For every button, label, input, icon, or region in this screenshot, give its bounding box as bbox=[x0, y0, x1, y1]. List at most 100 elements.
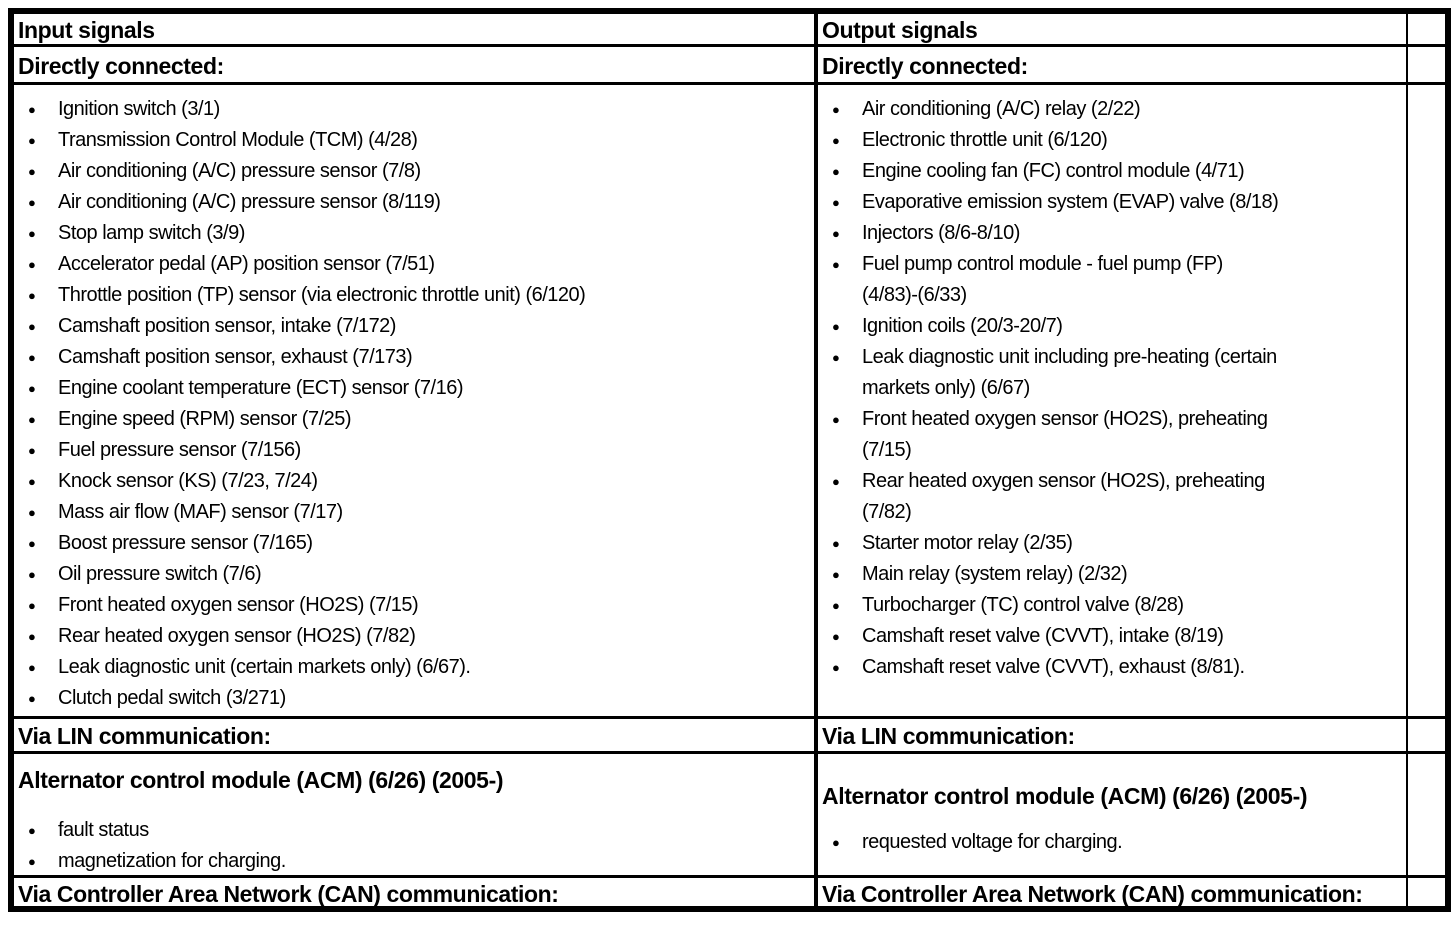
bullet-icon: ● bbox=[28, 350, 36, 365]
list-item: ● Turbocharger (TC) control valve (8/28) bbox=[832, 590, 1402, 621]
bullet-icon: ● bbox=[832, 412, 840, 427]
bullet-icon: ● bbox=[832, 226, 840, 241]
list-item: ● Fuel pump control module - fuel pump (F… bbox=[832, 249, 1402, 311]
input-acm-list: ● fault status ● magnetization for charging… bbox=[14, 793, 814, 877]
input-signals-header-label: Input signals bbox=[18, 17, 155, 43]
list-item-text: Front heated oxygen sensor (HO2S), prehe… bbox=[862, 408, 1268, 461]
bullet-icon: ● bbox=[28, 195, 36, 210]
list-item: ● Camshaft position sensor, exhaust (7/17… bbox=[28, 342, 810, 373]
bullet-icon: ● bbox=[832, 102, 840, 117]
list-item-text: Fuel pressure sensor (7/156) bbox=[58, 439, 301, 461]
list-item: ● Accelerator pedal (AP) position sensor … bbox=[28, 249, 810, 280]
list-item: ● Starter motor relay (2/35) bbox=[832, 528, 1402, 559]
input-directly-connected-title: Directly connected: bbox=[14, 47, 818, 85]
list-item-text: Camshaft position sensor, intake (7/172) bbox=[58, 315, 396, 337]
bullet-icon: ● bbox=[28, 443, 36, 458]
list-item-text: Leak diagnostic unit including pre-heati… bbox=[862, 346, 1277, 399]
list-item-text: Front heated oxygen sensor (HO2S) (7/15) bbox=[58, 594, 419, 616]
spacer-cell bbox=[1408, 878, 1445, 906]
bullet-icon: ● bbox=[832, 567, 840, 582]
list-item: ● requested voltage for charging. bbox=[832, 827, 1402, 858]
output-lin-label: Via LIN communication: bbox=[822, 723, 1075, 749]
list-item-text: Rear heated oxygen sensor (HO2S), prehea… bbox=[862, 470, 1265, 523]
bullet-icon: ● bbox=[832, 598, 840, 613]
list-item: ● Throttle position (TP) sensor (via elec… bbox=[28, 280, 810, 311]
list-item-text: Air conditioning (A/C) pressure sensor (… bbox=[58, 191, 441, 213]
list-item-text: Mass air flow (MAF) sensor (7/17) bbox=[58, 501, 343, 523]
list-item: ● Air conditioning (A/C) relay (2/22) bbox=[832, 94, 1402, 125]
list-item-text: Injectors (8/6-8/10) bbox=[862, 222, 1020, 244]
list-item: ● Rear heated oxygen sensor (HO2S) (7/82) bbox=[28, 621, 810, 652]
input-directly-connected-label: Directly connected: bbox=[18, 53, 224, 79]
list-item-text: Knock sensor (KS) (7/23, 7/24) bbox=[58, 470, 318, 492]
output-can-title: Via Controller Area Network (CAN) commun… bbox=[818, 878, 1408, 907]
list-item-text: Camshaft reset valve (CVVT), intake (8/1… bbox=[862, 625, 1224, 647]
bullet-icon: ● bbox=[28, 691, 36, 706]
list-item: ● Engine coolant temperature (ECT) sensor… bbox=[28, 373, 810, 404]
list-item: ● Camshaft position sensor, intake (7/172… bbox=[28, 311, 810, 342]
list-item-text: Turbocharger (TC) control valve (8/28) bbox=[862, 594, 1184, 616]
list-item: ● Front heated oxygen sensor (HO2S), preh… bbox=[832, 404, 1402, 466]
bullet-icon: ● bbox=[28, 381, 36, 396]
output-can-label: Via Controller Area Network (CAN) commun… bbox=[822, 881, 1363, 907]
list-item: ● Camshaft reset valve (CVVT), exhaust (8… bbox=[832, 652, 1402, 683]
input-lin-label: Via LIN communication: bbox=[18, 723, 271, 749]
bullet-icon: ● bbox=[832, 536, 840, 551]
output-signals-header-label: Output signals bbox=[822, 17, 978, 43]
list-item-text: Engine cooling fan (FC) control module (… bbox=[862, 160, 1245, 182]
bullet-icon: ● bbox=[832, 350, 840, 365]
list-item: ● Leak diagnostic unit (certain markets o… bbox=[28, 652, 810, 683]
bullet-icon: ● bbox=[28, 598, 36, 613]
output-acm-list: ● requested voltage for charging. bbox=[818, 809, 1406, 858]
bullet-icon: ● bbox=[28, 133, 36, 148]
list-item: ● Transmission Control Module (TCM) (4/28… bbox=[28, 125, 810, 156]
list-item: ● Boost pressure sensor (7/165) bbox=[28, 528, 810, 559]
output-directly-connected-label: Directly connected: bbox=[822, 53, 1028, 79]
spacer-cell bbox=[1408, 85, 1445, 719]
list-item-text: Air conditioning (A/C) pressure sensor (… bbox=[58, 160, 421, 182]
list-item-text: Accelerator pedal (AP) position sensor (… bbox=[58, 253, 435, 275]
list-item: ● Knock sensor (KS) (7/23, 7/24) bbox=[28, 466, 810, 497]
list-item: ● Engine speed (RPM) sensor (7/25) bbox=[28, 404, 810, 435]
list-item-text: Evaporative emission system (EVAP) valve… bbox=[862, 191, 1279, 213]
bullet-icon: ● bbox=[28, 660, 36, 675]
list-item: ● Fuel pressure sensor (7/156) bbox=[28, 435, 810, 466]
list-item: ● Oil pressure switch (7/6) bbox=[28, 559, 810, 590]
list-item-text: Clutch pedal switch (3/271) bbox=[58, 687, 286, 709]
list-item-text: Fuel pump control module - fuel pump (FP… bbox=[862, 253, 1223, 306]
bullet-icon: ● bbox=[832, 133, 840, 148]
spacer-cell bbox=[1408, 719, 1445, 754]
input-signals-header: Input signals bbox=[14, 14, 818, 47]
bullet-icon: ● bbox=[832, 835, 840, 850]
list-item-text: Rear heated oxygen sensor (HO2S) (7/82) bbox=[58, 625, 416, 647]
bullet-icon: ● bbox=[832, 319, 840, 334]
bullet-icon: ● bbox=[28, 474, 36, 489]
list-item: ● Evaporative emission system (EVAP) valv… bbox=[832, 187, 1402, 218]
list-item-text: Transmission Control Module (TCM) (4/28) bbox=[58, 129, 418, 151]
bullet-icon: ● bbox=[28, 823, 36, 838]
list-item-text: Camshaft position sensor, exhaust (7/173… bbox=[58, 346, 413, 368]
bullet-icon: ● bbox=[28, 257, 36, 272]
output-acm-cell: Alternator control module (ACM) (6/26) (… bbox=[818, 754, 1408, 878]
list-item-text: Starter motor relay (2/35) bbox=[862, 532, 1073, 554]
bullet-icon: ● bbox=[28, 226, 36, 241]
list-item-text: Leak diagnostic unit (certain markets on… bbox=[58, 656, 471, 678]
input-acm-cell: Alternator control module (ACM) (6/26) (… bbox=[14, 754, 818, 878]
bullet-icon: ● bbox=[28, 854, 36, 869]
bullet-icon: ● bbox=[28, 412, 36, 427]
list-item-text: Main relay (system relay) (2/32) bbox=[862, 563, 1128, 585]
list-item: ● Mass air flow (MAF) sensor (7/17) bbox=[28, 497, 810, 528]
list-item-text: Ignition switch (3/1) bbox=[58, 98, 220, 120]
input-can-label: Via Controller Area Network (CAN) commun… bbox=[18, 881, 559, 907]
output-signals-header: Output signals bbox=[818, 14, 1408, 47]
list-item: ● Ignition coils (20/3-20/7) bbox=[832, 311, 1402, 342]
bullet-icon: ● bbox=[832, 660, 840, 675]
output-directly-connected-list-cell: ● Air conditioning (A/C) relay (2/22) ● Ele… bbox=[818, 85, 1408, 719]
list-item: ● Electronic throttle unit (6/120) bbox=[832, 125, 1402, 156]
bullet-icon: ● bbox=[28, 164, 36, 179]
spacer-cell bbox=[1408, 47, 1445, 85]
list-item: ● Engine cooling fan (FC) control module … bbox=[832, 156, 1402, 187]
input-can-title: Via Controller Area Network (CAN) commun… bbox=[14, 878, 818, 907]
bullet-icon: ● bbox=[832, 474, 840, 489]
list-item: ● Main relay (system relay) (2/32) bbox=[832, 559, 1402, 590]
